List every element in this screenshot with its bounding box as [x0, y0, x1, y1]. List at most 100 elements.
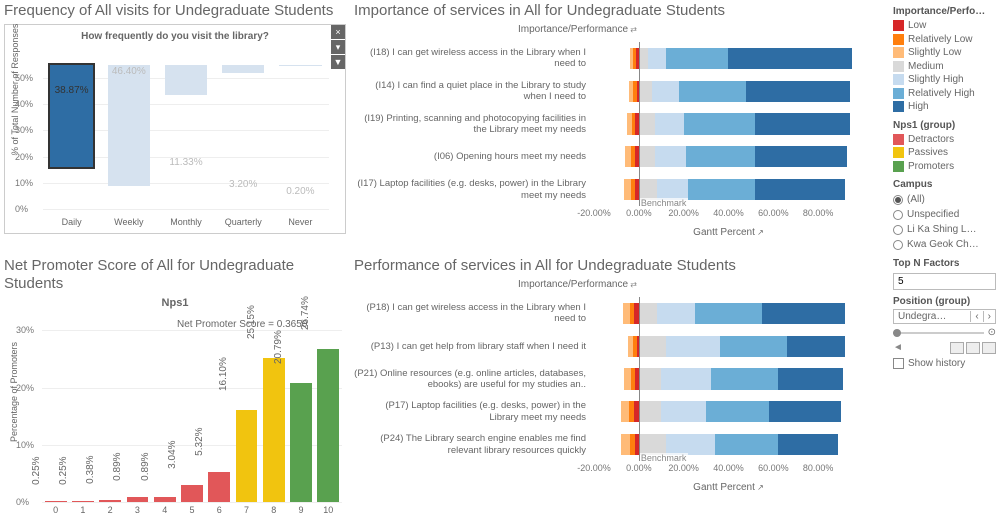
- position-prev-icon[interactable]: ‹: [970, 311, 982, 322]
- legend-swatch: [893, 134, 904, 145]
- legend-item[interactable]: Detractors: [893, 133, 996, 147]
- freq-bar-value: 0.20%: [286, 186, 314, 197]
- nps-bar[interactable]: 26.74%10: [315, 319, 342, 502]
- campus-option[interactable]: (All): [893, 192, 996, 207]
- top-n-input[interactable]: [893, 273, 996, 290]
- freq-bar-value: 3.20%: [229, 179, 257, 190]
- nps-bar-value: 0.89%: [140, 452, 151, 480]
- nps-category-label: 8: [260, 502, 287, 515]
- stack-segment: [639, 113, 655, 134]
- nps-subtitle: Nps1: [4, 297, 346, 309]
- stack-row[interactable]: (I06) Opening hours meet my needs: [354, 140, 863, 173]
- nps-bar[interactable]: 5.32%6: [206, 319, 233, 502]
- frequency-chart[interactable]: × ▾ ▼ How frequently do you visit the li…: [4, 24, 346, 234]
- nps-bar-value: 0.89%: [112, 452, 123, 480]
- nps-ytick: 20%: [16, 383, 34, 393]
- legend-item[interactable]: Slightly High: [893, 73, 996, 87]
- position-value: Undegra…: [894, 310, 970, 323]
- nps-chart[interactable]: Nps1 Percentage of Promoters Net Promote…: [4, 297, 346, 522]
- stack-xtick: 80.00%: [803, 208, 834, 218]
- freq-bar[interactable]: 0.20%Never: [272, 65, 329, 209]
- stack-row[interactable]: (P18) I can get wireless access in the L…: [354, 297, 863, 330]
- show-history-checkbox[interactable]: [893, 358, 904, 369]
- campus-label: Li Ka Shing L…: [907, 222, 977, 237]
- nps-bar[interactable]: 0.89%4: [151, 319, 178, 502]
- stack-row[interactable]: (I17) Laptop facilities (e.g. desks, pow…: [354, 173, 863, 206]
- history-back-icon[interactable]: ◄: [893, 342, 903, 354]
- campus-option[interactable]: Li Ka Shing L…: [893, 222, 996, 237]
- legend-label: Promoters: [908, 160, 954, 174]
- legend-item[interactable]: Relatively Low: [893, 33, 996, 47]
- performance-chart[interactable]: Importance/Performance (P18) I can get w…: [354, 279, 881, 491]
- nps-bar[interactable]: 20.79%9: [287, 319, 314, 502]
- stack-segment: [715, 434, 778, 455]
- legend-label: High: [908, 100, 929, 114]
- stack-row-label: (I17) Laptop facilities (e.g. desks, pow…: [354, 178, 594, 201]
- stack-segment: [769, 401, 841, 422]
- stack-segment: [655, 146, 686, 167]
- view-icon-1[interactable]: [950, 342, 964, 354]
- stack-xtick: 40.00%: [713, 208, 744, 218]
- legend-item[interactable]: Relatively High: [893, 87, 996, 101]
- stack-segment: [755, 146, 847, 167]
- freq-ytick: 50%: [15, 73, 33, 83]
- stack-row[interactable]: (I19) Printing, scanning and photocopyin…: [354, 108, 863, 141]
- slider-reset-icon[interactable]: ⊙: [988, 327, 996, 338]
- freq-ytick: 20%: [15, 152, 33, 162]
- stack-row[interactable]: (P13) I can get help from library staff …: [354, 330, 863, 363]
- freq-bar[interactable]: 46.40%Weekly: [100, 65, 157, 209]
- nps-bar[interactable]: 3.04%5: [178, 319, 205, 502]
- campus-option[interactable]: Kwa Geok Ch…: [893, 237, 996, 252]
- nps-category-label: 3: [124, 502, 151, 515]
- nps-bar-value: 0.38%: [85, 455, 96, 483]
- nps-category-label: 5: [178, 502, 205, 515]
- stack-segment: [661, 401, 706, 422]
- stack-row-label: (P21) Online resources (e.g. online arti…: [354, 368, 594, 391]
- stack-row[interactable]: (I18) I can get wireless access in the L…: [354, 42, 863, 75]
- legend-item[interactable]: Low: [893, 19, 996, 33]
- history-slider[interactable]: ⊙: [893, 327, 996, 338]
- stack-segment: [728, 48, 851, 69]
- view-icon-3[interactable]: [982, 342, 996, 354]
- legend-item[interactable]: Promoters: [893, 160, 996, 174]
- stack-segment: [778, 434, 839, 455]
- nps-bar-value: 25.15%: [246, 305, 257, 339]
- top-n-label: Top N Factors: [893, 258, 996, 269]
- stack-row[interactable]: (P24) The Library search engine enables …: [354, 428, 863, 461]
- stack-xtick: -20.00%: [577, 208, 611, 218]
- freq-bar[interactable]: 3.20%Quarterly: [215, 65, 272, 209]
- stack-segment: [639, 48, 648, 69]
- stack-segment: [624, 179, 631, 200]
- stack-x-axis-label: Gantt Percent: [594, 482, 863, 493]
- freq-bar[interactable]: 11.33%Monthly: [157, 65, 214, 209]
- view-icon-2[interactable]: [966, 342, 980, 354]
- legend-swatch: [893, 101, 904, 112]
- freq-bar[interactable]: 38.87%Daily: [43, 65, 100, 209]
- nps-bar[interactable]: 16.10%7: [233, 319, 260, 502]
- nps-ytick: 10%: [16, 440, 34, 450]
- stack-segment: [639, 368, 661, 389]
- stack-segment: [706, 401, 769, 422]
- stack-row[interactable]: (P17) Laptop facilities (e.g. desks, pow…: [354, 395, 863, 428]
- chevron-down-icon[interactable]: ▾: [331, 40, 345, 54]
- position-next-icon[interactable]: ›: [983, 311, 995, 322]
- filter-icon[interactable]: ▼: [331, 55, 345, 69]
- legend-item[interactable]: Passives: [893, 146, 996, 160]
- stack-xtick: 20.00%: [668, 463, 699, 473]
- importance-chart[interactable]: Importance/Performance (I18) I can get w…: [354, 24, 881, 236]
- stack-segment: [711, 368, 778, 389]
- legend-item[interactable]: Slightly Low: [893, 46, 996, 60]
- legend-item[interactable]: Medium: [893, 60, 996, 74]
- position-select[interactable]: Undegra… ‹ ›: [893, 309, 996, 324]
- stack-row[interactable]: (P21) Online resources (e.g. online arti…: [354, 363, 863, 396]
- legend-label: Low: [908, 19, 926, 33]
- campus-option[interactable]: Unspecified: [893, 207, 996, 222]
- show-history-label: Show history: [908, 358, 965, 369]
- stack-row[interactable]: (I14) I can find a quiet place in the Li…: [354, 75, 863, 108]
- stack-segment: [746, 81, 849, 102]
- legend-item[interactable]: High: [893, 100, 996, 114]
- campus-label: Unspecified: [907, 207, 959, 222]
- legend-swatch: [893, 20, 904, 31]
- legend-label: Detractors: [908, 133, 954, 147]
- legend-label: Passives: [908, 146, 948, 160]
